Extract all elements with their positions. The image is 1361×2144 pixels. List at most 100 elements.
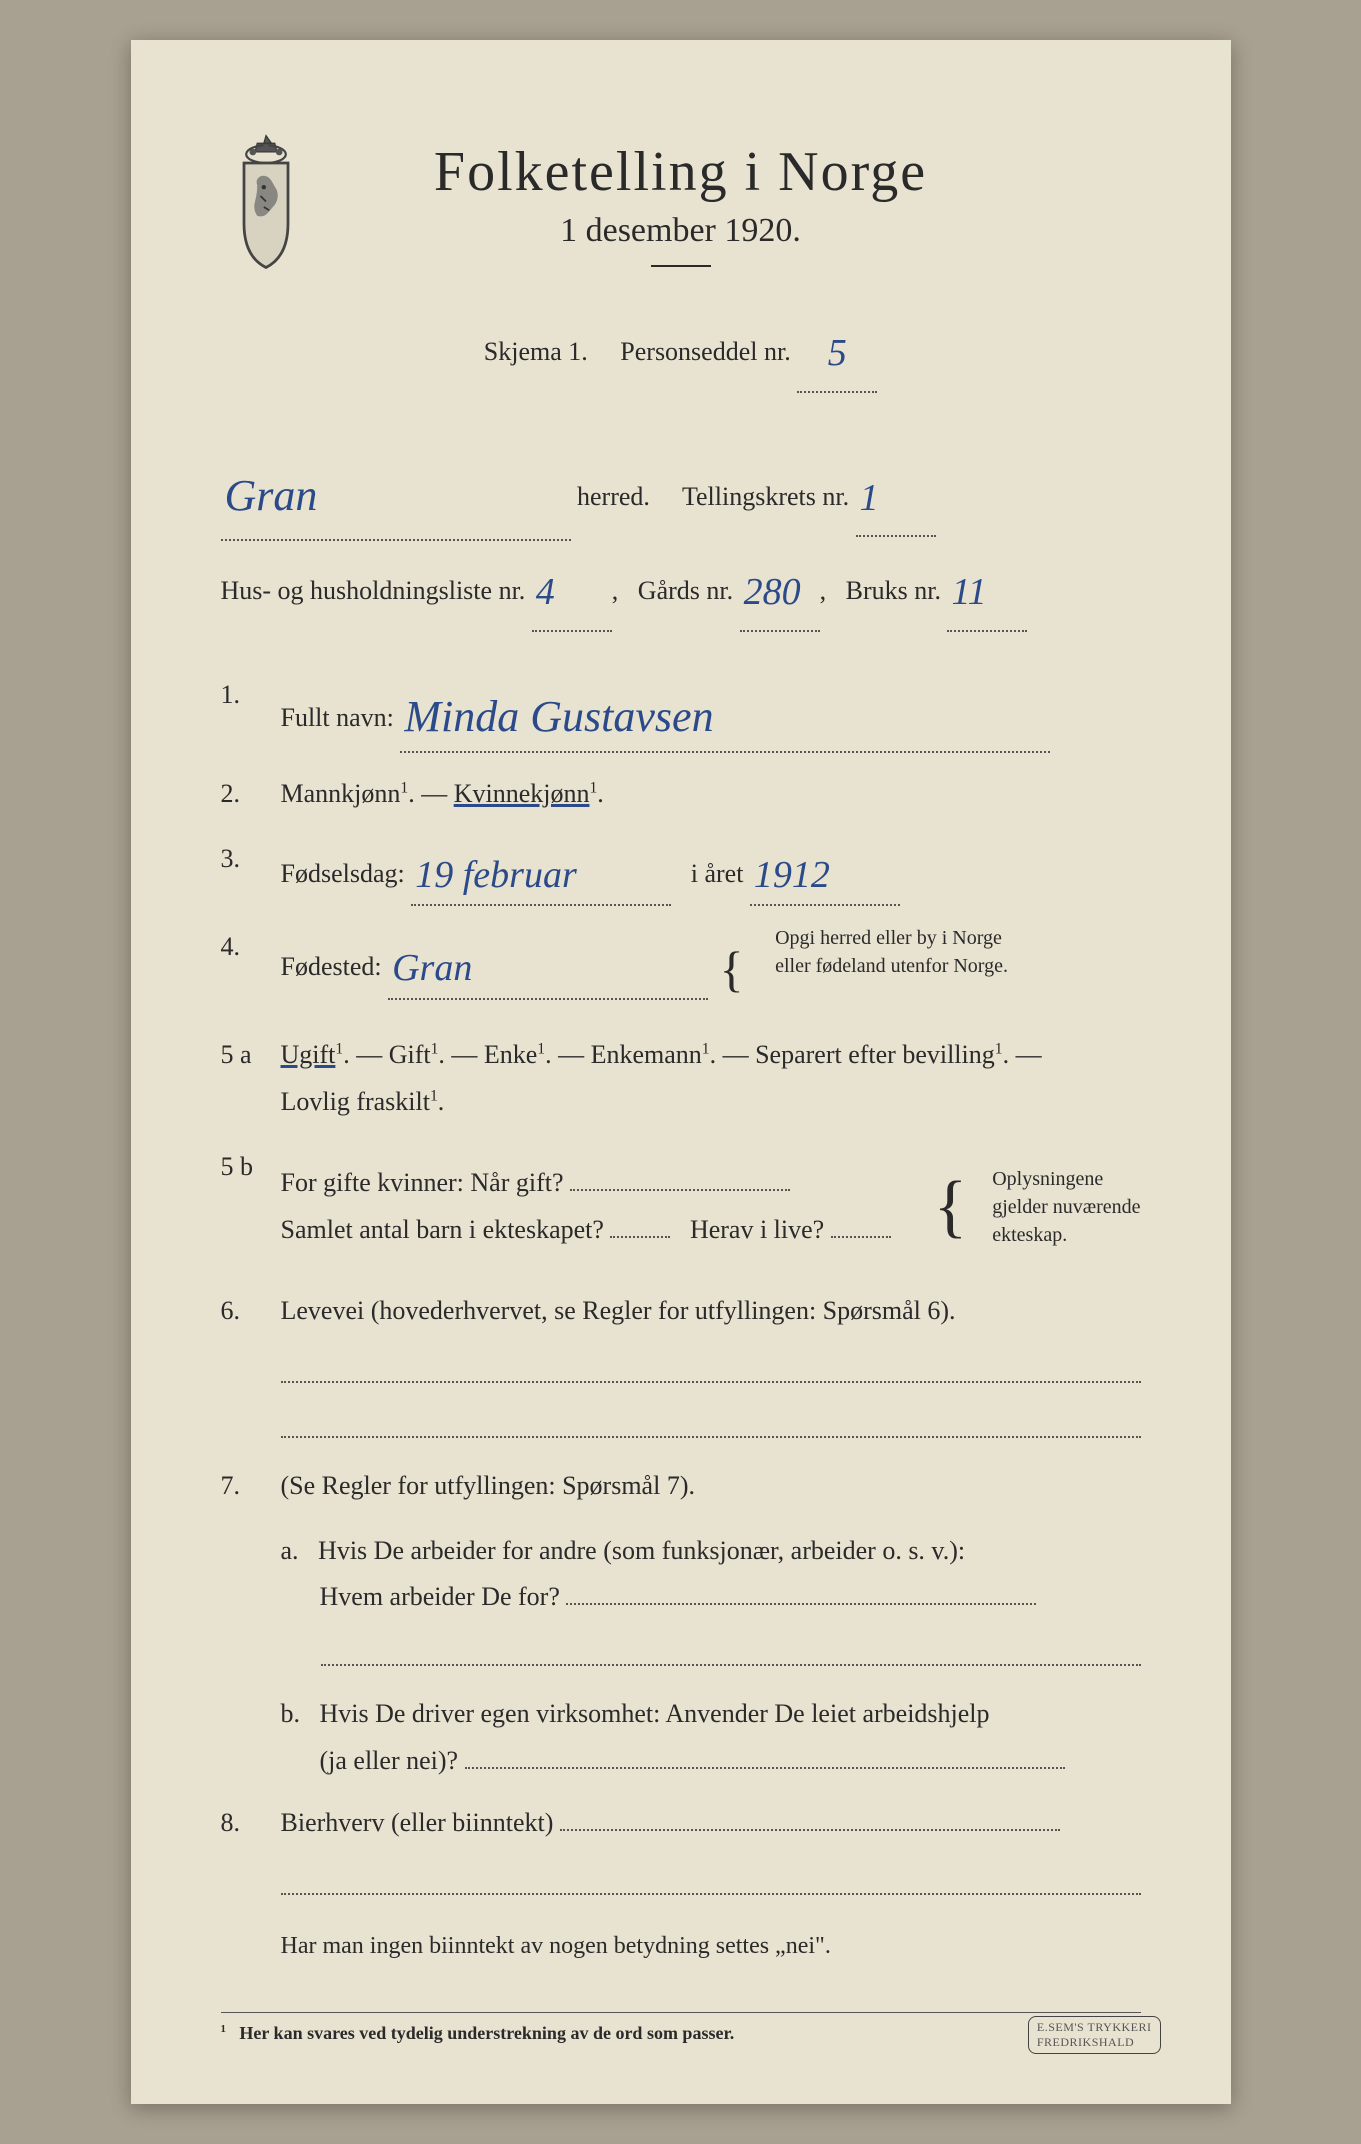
tellingskrets-value: 1 xyxy=(860,477,879,519)
crest-svg xyxy=(211,130,321,273)
q7a-label2: Hvem arbeider De for? xyxy=(320,1582,560,1611)
q5b-num: 5 b xyxy=(221,1144,281,1191)
brace-icon: { xyxy=(720,924,744,1014)
q2-opt-b: Kvinnekjønn xyxy=(454,779,590,808)
q5a-content: Ugift1. — Gift1. — Enke1. — Enkemann1. —… xyxy=(281,1032,1141,1126)
question-7b: b. Hvis De driver egen virksomhet: Anven… xyxy=(281,1691,1141,1785)
question-2: 2. Mannkjønn1. — Kvinnekjønn1. xyxy=(221,771,1141,818)
gards-label: Gårds nr. xyxy=(638,576,733,605)
bruks-label: Bruks nr. xyxy=(846,576,941,605)
subtitle: 1 desember 1920. xyxy=(221,212,1141,250)
q5a-opt3: Enke xyxy=(484,1040,537,1069)
form-header: Folketelling i Norge 1 desember 1920. Sk… xyxy=(221,140,1141,393)
q6-line1 xyxy=(281,1353,1141,1383)
question-8: 8. Bierhverv (eller biinntekt) xyxy=(221,1800,1141,1847)
q5b-note: Oplysningene gjelder nuværende ekteskap. xyxy=(992,1165,1140,1249)
bruks-field: 11 xyxy=(947,546,1027,632)
q4-value: Gran xyxy=(392,947,472,989)
personseddel-label: Personseddel nr. xyxy=(620,337,790,366)
q7b-num: b. xyxy=(281,1699,301,1728)
q4-note-line2: eller fødeland utenfor Norge. xyxy=(775,955,1008,977)
q3-year-value: 1912 xyxy=(754,854,830,896)
gards-value: 280 xyxy=(744,571,801,613)
q4-note: Opgi herred eller by i Norge eller fødel… xyxy=(775,924,1008,980)
question-4: 4. Fødested: Gran { Opgi herred eller by… xyxy=(221,924,1141,1014)
q7a-field xyxy=(566,1603,1036,1605)
q4-field: Gran xyxy=(388,929,708,999)
q8-field xyxy=(560,1829,1060,1831)
husliste-field: 4 xyxy=(532,546,612,632)
q7a-line xyxy=(321,1636,1141,1666)
q3-year-label: i året xyxy=(691,859,744,888)
q7-content: (Se Regler for utfyllingen: Spørsmål 7). xyxy=(281,1463,1141,1510)
q7a-label1: Hvis De arbeider for andre (som funksjon… xyxy=(318,1536,965,1565)
q5a-opt6: Lovlig fraskilt xyxy=(281,1087,430,1116)
q5b-label3: Herav i live? xyxy=(690,1215,824,1244)
q5b-note1: Oplysningene xyxy=(992,1168,1103,1190)
tellingskrets-label: Tellingskrets nr. xyxy=(682,482,849,511)
q8-label: Bierhverv (eller biinntekt) xyxy=(281,1808,554,1837)
bruks-value: 11 xyxy=(951,571,986,613)
q5b-field1 xyxy=(570,1189,790,1191)
q3-year-field: 1912 xyxy=(750,836,900,906)
question-6: 6. Levevei (hovederhvervet, se Regler fo… xyxy=(221,1288,1141,1335)
q8-line xyxy=(281,1865,1141,1895)
question-5a: 5 a Ugift1. — Gift1. — Enke1. — Enkemann… xyxy=(221,1032,1141,1126)
q6-label: Levevei (hovederhvervet, se Regler for u… xyxy=(281,1296,956,1325)
q5a-opt4: Enkemann xyxy=(591,1040,702,1069)
footnote-section: 1 Her kan svares ved tydelig understrekn… xyxy=(221,2012,1141,2044)
q7b-label2: (ja eller nei)? xyxy=(320,1746,459,1775)
q2-opt-a: Mannkjønn xyxy=(281,779,401,808)
herred-field: Gran xyxy=(221,443,571,542)
q5a-opt1: Ugift xyxy=(281,1040,336,1069)
herred-value: Gran xyxy=(225,471,318,520)
q5b-field3 xyxy=(831,1236,891,1238)
q5a-opt5: Separert efter bevilling xyxy=(755,1040,995,1069)
q5b-note2: gjelder nuværende xyxy=(992,1196,1140,1218)
question-7: 7. (Se Regler for utfyllingen: Spørsmål … xyxy=(221,1463,1141,1510)
q4-content: Fødested: Gran { Opgi herred eller by i … xyxy=(281,924,1141,1014)
herred-line: Gran herred. Tellingskrets nr. 1 xyxy=(221,443,1141,542)
q6-num: 6. xyxy=(221,1288,281,1335)
question-5b: 5 b For gifte kvinner: Når gift? Samlet … xyxy=(221,1144,1141,1270)
questions-list: 1. Fullt navn: Minda Gustavsen 2. Mannkj… xyxy=(221,672,1141,2044)
q3-day-field: 19 februar xyxy=(411,836,671,906)
gards-field: 280 xyxy=(740,546,820,632)
question-7a: a. Hvis De arbeider for andre (som funks… xyxy=(281,1528,1141,1622)
footnote: 1 Her kan svares ved tydelig understrekn… xyxy=(221,2023,735,2043)
stamp-line1: E.SEM'S TRYKKERI xyxy=(1037,2020,1152,2034)
q2-num: 2. xyxy=(221,771,281,818)
q7-num: 7. xyxy=(221,1463,281,1510)
stamp-line2: FREDRIKSHALD xyxy=(1037,2035,1134,2049)
footnote-text: Her kan svares ved tydelig understreknin… xyxy=(239,2023,734,2043)
q5b-label1: For gifte kvinner: Når gift? xyxy=(281,1168,564,1197)
q8-num: 8. xyxy=(221,1800,281,1847)
q3-day-value: 19 februar xyxy=(415,854,577,896)
personseddel-value: 5 xyxy=(828,332,847,374)
question-3: 3. Fødselsdag: 19 februar i året 1912 xyxy=(221,836,1141,906)
q5b-note3: ekteskap. xyxy=(992,1224,1067,1246)
tellingskrets-field: 1 xyxy=(856,452,936,538)
q4-label: Fødested: xyxy=(281,952,382,981)
skjema-line: Skjema 1. Personseddel nr. 5 xyxy=(221,307,1141,393)
q5b-field2 xyxy=(610,1236,670,1238)
q2-content: Mannkjønn1. — Kvinnekjønn1. xyxy=(281,771,1141,818)
q7a-num: a. xyxy=(281,1536,299,1565)
q3-label: Fødselsdag: xyxy=(281,859,405,888)
q5b-label2: Samlet antal barn i ekteskapet? xyxy=(281,1215,604,1244)
herred-label: herred. xyxy=(577,482,650,511)
husliste-line: Hus- og husholdningsliste nr. 4, Gårds n… xyxy=(221,546,1141,632)
q1-label: Fullt navn: xyxy=(281,703,394,732)
q5a-opt2: Gift xyxy=(389,1040,431,1069)
q7b-label1: Hvis De driver egen virksomhet: Anvender… xyxy=(320,1699,990,1728)
q1-content: Fullt navn: Minda Gustavsen xyxy=(281,672,1141,753)
printer-stamp: E.SEM'S TRYKKERI FREDRIKSHALD xyxy=(1028,2016,1161,2054)
q6-content: Levevei (hovederhvervet, se Regler for u… xyxy=(281,1288,1141,1335)
q3-num: 3. xyxy=(221,836,281,883)
q7-label: (Se Regler for utfyllingen: Spørsmål 7). xyxy=(281,1471,695,1500)
husliste-value: 4 xyxy=(536,571,555,613)
brace-icon-2: { xyxy=(934,1144,968,1270)
q4-num: 4. xyxy=(221,924,281,971)
q5a-num: 5 a xyxy=(221,1032,281,1079)
q5b-content: For gifte kvinner: Når gift? Samlet anta… xyxy=(281,1144,1141,1270)
